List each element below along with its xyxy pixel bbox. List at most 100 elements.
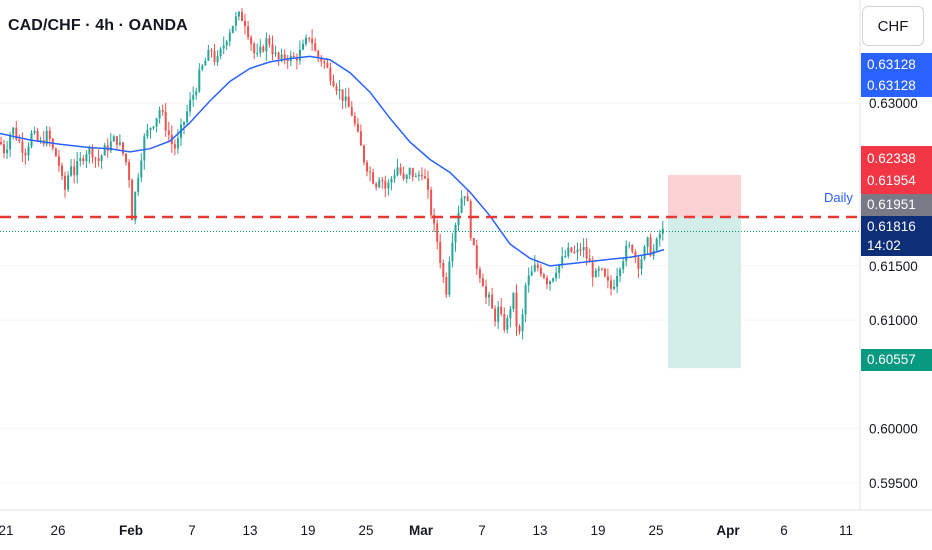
candle-body xyxy=(424,176,426,179)
candle-body xyxy=(234,16,237,26)
entry-price-tag: 0.61951 xyxy=(861,194,932,216)
take-profit-zone[interactable] xyxy=(668,216,741,369)
candle-body xyxy=(48,130,51,140)
candle-body xyxy=(381,180,384,182)
candle-body xyxy=(9,134,12,150)
candle-body xyxy=(460,198,463,213)
candle-body xyxy=(320,57,323,62)
time-tick-label: 7 xyxy=(478,523,486,538)
stop-price-tag: 0.62338 0.61954 xyxy=(861,146,932,194)
candle-body xyxy=(661,228,664,234)
candle-body xyxy=(539,267,542,275)
candle-body xyxy=(384,180,387,189)
candle-body xyxy=(408,167,411,175)
candle-body xyxy=(21,141,24,153)
candle-body xyxy=(631,245,634,252)
stop-loss-zone[interactable] xyxy=(668,174,741,217)
candle-body xyxy=(515,292,518,327)
candle-body xyxy=(427,178,429,190)
candle-body xyxy=(256,52,259,54)
candle-body xyxy=(329,67,332,81)
candle-body xyxy=(451,242,454,262)
candle-body xyxy=(564,256,567,258)
candle-body xyxy=(396,167,399,176)
candle-body xyxy=(201,65,204,70)
candle-body xyxy=(390,178,393,183)
candle-body xyxy=(311,38,314,44)
candle-body xyxy=(222,45,225,49)
candle-body xyxy=(79,158,82,162)
candle-body xyxy=(176,138,179,149)
candle-body xyxy=(295,57,298,61)
candle-body xyxy=(186,111,189,122)
candle-body xyxy=(274,52,277,55)
candle-body xyxy=(88,148,91,155)
stop-tag-bottom: 0.61954 xyxy=(867,173,916,188)
candle-body xyxy=(94,157,97,159)
candle-body xyxy=(228,32,231,42)
price-tick-label: 0.61000 xyxy=(869,313,918,328)
candle-body xyxy=(277,52,280,59)
candle-body xyxy=(430,189,433,216)
candle-body xyxy=(591,262,594,277)
candle-body xyxy=(244,21,246,27)
candle-body xyxy=(259,46,262,53)
candle-body xyxy=(213,51,216,63)
candle-body xyxy=(555,272,558,279)
candle-body xyxy=(530,271,533,276)
candle-body xyxy=(271,44,274,55)
candle-body xyxy=(579,249,582,251)
candle-body xyxy=(137,177,140,193)
candle-body xyxy=(497,306,500,322)
candle-body xyxy=(466,196,469,202)
candle-body xyxy=(478,269,481,279)
time-tick-label: 11 xyxy=(839,523,853,538)
candle-body xyxy=(463,196,466,199)
candle-body xyxy=(231,25,234,33)
time-tick-label: 26 xyxy=(50,523,65,538)
time-tick-label: 6 xyxy=(780,523,788,538)
candle-body xyxy=(634,251,637,258)
symbol-title[interactable]: CAD/CHF · 4h · OANDA xyxy=(8,17,188,34)
currency-button[interactable]: CHF xyxy=(862,6,924,46)
candle-body xyxy=(347,96,350,108)
candle-body xyxy=(603,268,606,277)
candle-body xyxy=(247,26,250,38)
candle-body xyxy=(292,55,295,58)
candle-body xyxy=(402,173,405,179)
candle-body xyxy=(524,285,527,315)
price-tick-label: 0.59500 xyxy=(869,476,918,491)
candle-body xyxy=(128,162,131,181)
candle-body xyxy=(488,294,490,298)
candle-body xyxy=(73,166,76,175)
candle-body xyxy=(344,96,347,101)
candle-body xyxy=(338,89,341,91)
candle-body xyxy=(134,192,137,221)
price-axis-labels: 0.63000 0.61500 0.61000 0.60000 0.59500 xyxy=(869,96,918,491)
candle-body xyxy=(649,237,652,256)
candle-body xyxy=(253,43,256,54)
candle-body xyxy=(225,41,228,46)
candle-body xyxy=(600,268,603,270)
candle-body xyxy=(655,238,658,251)
candle-body xyxy=(350,107,353,116)
candle-body xyxy=(100,155,103,162)
candle-body xyxy=(414,176,417,178)
candle-body xyxy=(552,278,555,282)
candle-body xyxy=(445,277,448,295)
candle-body xyxy=(399,167,402,174)
time-tick-label: Feb xyxy=(119,523,143,538)
candle-body xyxy=(3,144,5,154)
candle-body xyxy=(582,247,585,251)
target-price-tag: 0.60557 xyxy=(861,349,932,371)
candle-body xyxy=(54,148,57,157)
candle-body xyxy=(613,286,615,289)
last-tag-price: 0.61816 xyxy=(867,219,916,234)
candle-body xyxy=(85,154,88,162)
candle-body xyxy=(637,257,640,269)
candle-body xyxy=(332,80,335,87)
candle-body xyxy=(509,309,512,319)
candle-body xyxy=(658,233,661,239)
candle-body xyxy=(481,278,484,287)
